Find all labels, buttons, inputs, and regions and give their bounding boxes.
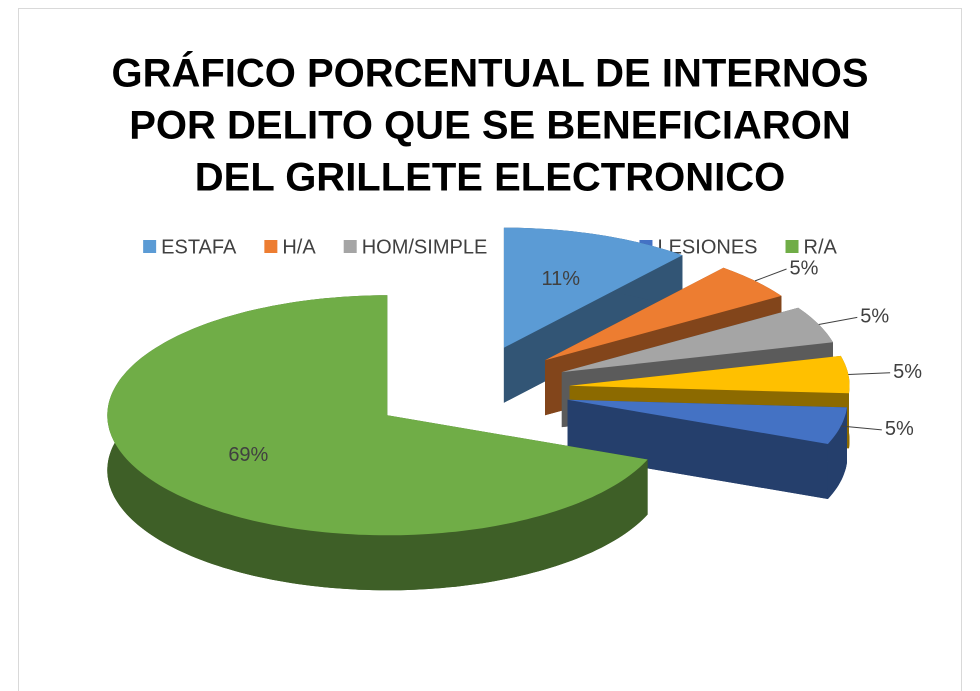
- legend-label: ESTAFA: [161, 236, 237, 258]
- legend-label: LESIONES: [657, 236, 757, 258]
- chart-title: POR DELITO QUE SE BENEFICIARON: [129, 104, 851, 148]
- leader-line: [848, 372, 891, 375]
- slice: [567, 399, 847, 444]
- legend-swatch: [143, 240, 157, 253]
- data-label: 5%: [893, 361, 922, 383]
- legend-swatch: [785, 240, 799, 253]
- chart-title: DEL GRILLETE ELECTRONICO: [195, 156, 785, 200]
- legend-swatch: [343, 240, 357, 253]
- slice: [569, 355, 850, 394]
- leader-line: [840, 425, 882, 431]
- slice: [561, 307, 833, 373]
- chart-title: GRÁFICO PORCENTUAL DE INTERNOS: [111, 51, 868, 96]
- leader-line: [818, 316, 858, 325]
- leader-line: [754, 268, 787, 282]
- slice: [107, 295, 648, 536]
- legend-label: H/A: [282, 236, 316, 258]
- legend-swatch: [264, 240, 278, 253]
- data-label: 5%: [790, 257, 819, 279]
- legend-label: HOM/SIMPLE: [362, 236, 488, 258]
- slice-wall: [567, 399, 828, 499]
- slice: [545, 267, 782, 361]
- slice-rim: [827, 407, 847, 499]
- data-label: 5%: [885, 418, 914, 440]
- data-label: 11%: [542, 268, 581, 290]
- slice: [503, 227, 683, 348]
- legend-label: R/A: [804, 236, 838, 258]
- data-label: 69%: [228, 444, 268, 466]
- data-label: 5%: [860, 306, 889, 328]
